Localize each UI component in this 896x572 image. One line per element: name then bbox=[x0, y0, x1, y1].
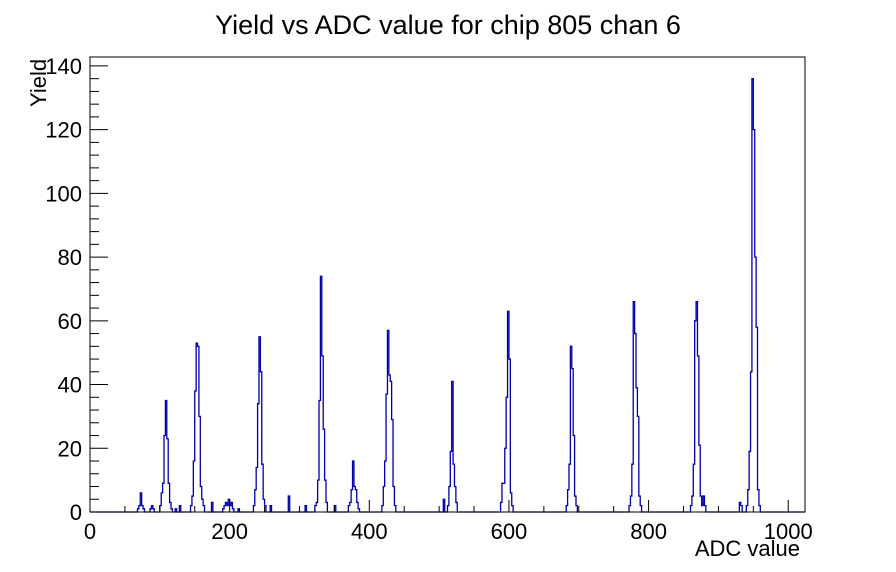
histogram-path bbox=[90, 78, 805, 513]
x-axis-title: ADC value bbox=[694, 536, 800, 561]
y-tick-label: 120 bbox=[45, 118, 82, 143]
x-axis-tick-labels: 0 200 400 600 800 1000 bbox=[84, 519, 813, 544]
x-tick-label: 400 bbox=[351, 519, 388, 544]
histogram-series bbox=[90, 78, 805, 513]
x-axis-ticks bbox=[89, 500, 789, 512]
y-tick-label: 40 bbox=[58, 373, 82, 398]
y-tick-label: 80 bbox=[58, 245, 82, 270]
y-tick-label: 0 bbox=[70, 500, 82, 525]
x-tick-label: 600 bbox=[491, 519, 528, 544]
x-tick-label: 200 bbox=[211, 519, 248, 544]
y-tick-label: 140 bbox=[45, 54, 82, 79]
y-axis-ticks bbox=[90, 65, 108, 513]
y-axis-tick-labels: 0 20 40 60 80 100 120 140 bbox=[45, 54, 82, 525]
plot-frame bbox=[89, 56, 806, 513]
x-tick-label: 800 bbox=[630, 519, 667, 544]
y-tick-label: 100 bbox=[45, 181, 82, 206]
y-tick-label: 60 bbox=[58, 309, 82, 334]
x-tick-label: 1000 bbox=[764, 519, 813, 544]
y-tick-label: 20 bbox=[58, 436, 82, 461]
x-tick-label: 0 bbox=[84, 519, 96, 544]
chart-title: Yield vs ADC value for chip 805 chan 6 bbox=[215, 10, 681, 40]
